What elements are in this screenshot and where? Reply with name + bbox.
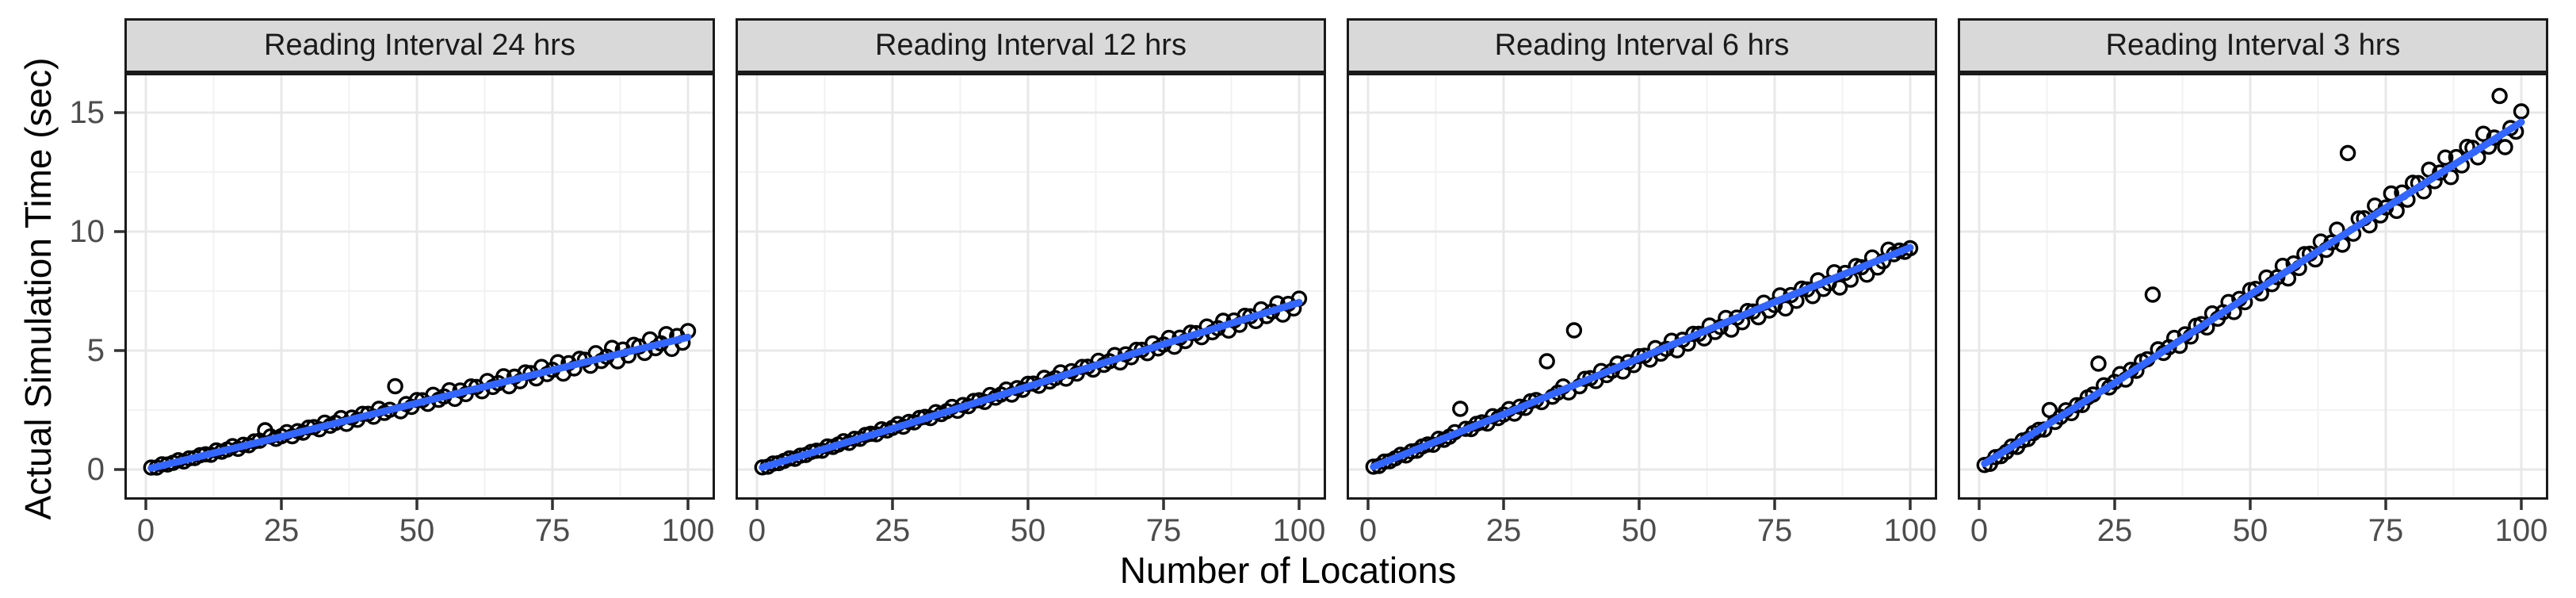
y-tick-label: 0 xyxy=(86,452,105,487)
facet-strip-label: Reading Interval 3 hrs xyxy=(2105,29,2401,62)
data-point xyxy=(1565,322,1583,339)
x-tick-label: 0 xyxy=(1970,513,1988,548)
facet-strip: Reading Interval 3 hrs xyxy=(1958,18,2548,73)
x-tick-label: 0 xyxy=(748,513,766,548)
data-point xyxy=(387,378,403,395)
facet-panel: 0 25 50 75 100 xyxy=(736,73,1326,548)
data-point xyxy=(1777,300,1794,317)
x-tick-label: 100 xyxy=(662,513,715,548)
x-tick-label: 100 xyxy=(1273,513,1326,548)
x-tick-label: 25 xyxy=(875,513,911,548)
x-tick-label: 50 xyxy=(399,513,435,548)
x-tick-label: 0 xyxy=(1359,513,1377,548)
data-point xyxy=(2323,234,2340,251)
data-point xyxy=(2090,355,2107,372)
x-tick-label: 50 xyxy=(2233,513,2268,548)
smooth-line xyxy=(1370,243,1914,470)
y-tick-label: 5 xyxy=(86,333,105,368)
data-point xyxy=(1831,279,1848,296)
x-tick-label: 75 xyxy=(1146,513,1182,548)
facet-strip: Reading Interval 6 hrs xyxy=(1347,18,1937,73)
x-tick-label: 100 xyxy=(2495,513,2548,548)
facet-panel: 0 25 50 75 100 xyxy=(1958,73,2548,548)
x-tick-label: 25 xyxy=(2097,513,2133,548)
x-tick-label: 100 xyxy=(1884,513,1937,548)
data-point xyxy=(2491,87,2508,105)
x-tick-label: 75 xyxy=(1757,513,1793,548)
facet-strip-label: Reading Interval 12 hrs xyxy=(875,29,1187,62)
x-tick-label: 50 xyxy=(1622,513,1657,548)
x-axis-title: Number of Locations xyxy=(1119,550,1457,591)
x-tick-label: 50 xyxy=(1011,513,1046,548)
x-tick-label: 75 xyxy=(535,513,571,548)
data-point xyxy=(2497,139,2513,155)
y-tick-label: 10 xyxy=(69,214,105,249)
smooth-line xyxy=(759,298,1303,471)
facet-panel: 0 25 50 75 100 xyxy=(1347,73,1937,548)
panel-border xyxy=(1347,73,1937,500)
x-tick-label: 25 xyxy=(1486,513,1522,548)
facet-panel: 0 25 50 75 100 xyxy=(114,73,715,548)
panel-background xyxy=(736,73,1326,500)
smooth-line xyxy=(147,333,692,472)
y-tick-label: 15 xyxy=(69,95,105,130)
panel-background xyxy=(1347,73,1937,500)
data-point xyxy=(2513,103,2530,120)
data-point xyxy=(1538,353,1555,370)
panel-border xyxy=(736,73,1326,500)
x-tick-label: 0 xyxy=(137,513,155,548)
smooth-line xyxy=(1981,118,2525,467)
facet-strip: Reading Interval 24 hrs xyxy=(124,18,715,73)
facet-strip-label: Reading Interval 6 hrs xyxy=(1494,29,1790,62)
x-tick-label: 25 xyxy=(264,513,300,548)
data-point xyxy=(1452,401,1469,417)
data-point xyxy=(2437,149,2454,166)
panel-background xyxy=(124,73,715,500)
panel-border xyxy=(1958,73,2548,500)
data-point xyxy=(2339,144,2356,162)
data-point xyxy=(2144,286,2161,303)
facet-strip-label: Reading Interval 24 hrs xyxy=(264,29,575,62)
x-tick-label: 75 xyxy=(2368,513,2404,548)
panel-border xyxy=(124,73,715,500)
facet-strip: Reading Interval 12 hrs xyxy=(736,18,1326,73)
